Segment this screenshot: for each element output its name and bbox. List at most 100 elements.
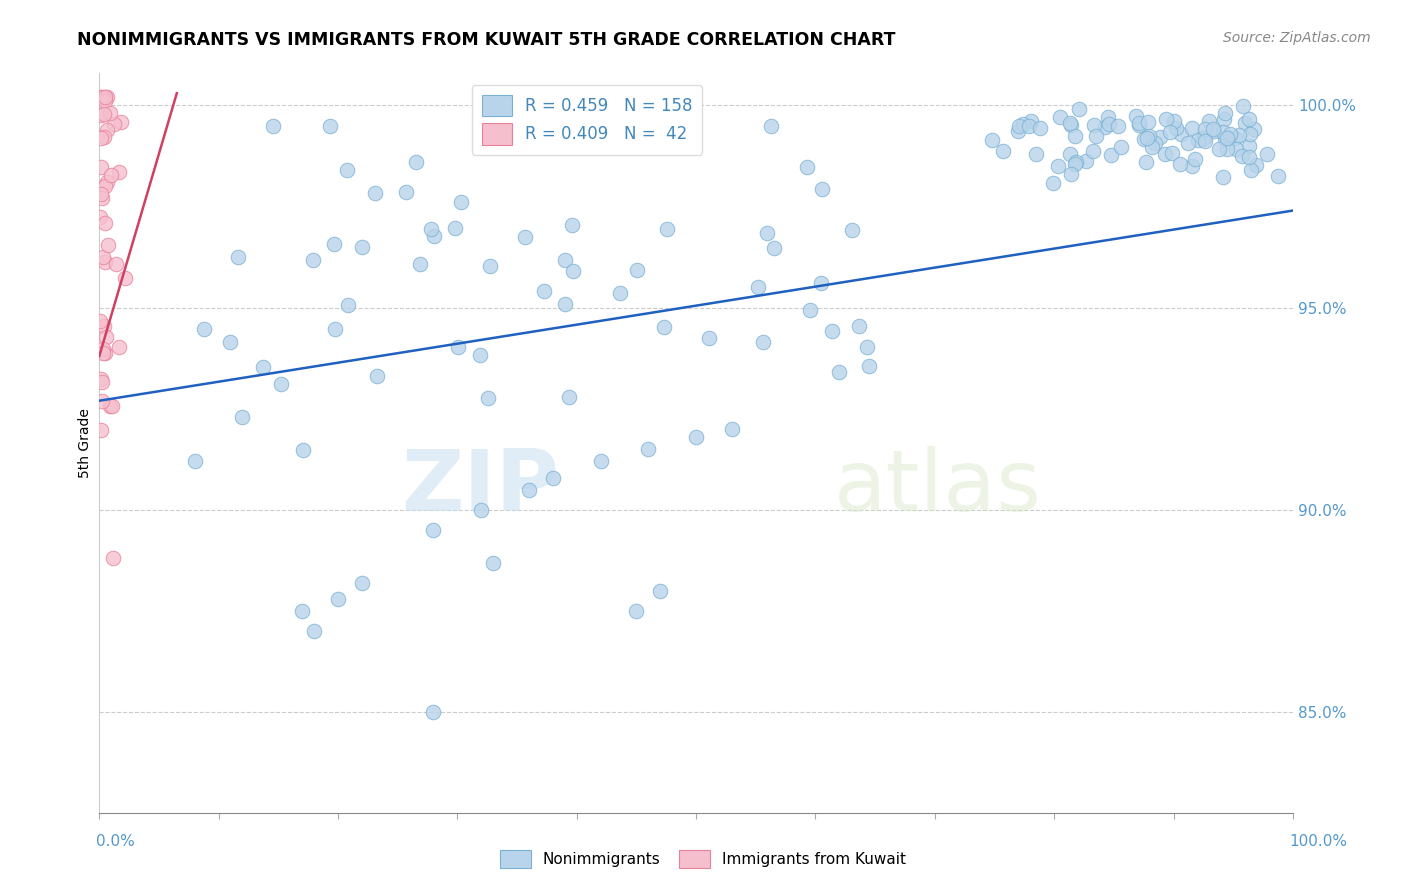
Point	[94, 95, 117, 109]
Point	[1166, 121, 1188, 136]
Point	[1202, 124, 1225, 138]
Point	[1154, 112, 1177, 127]
Text: Source: ZipAtlas.com: Source: ZipAtlas.com	[1223, 31, 1371, 45]
Point	[858, 359, 880, 373]
Point	[90, 160, 112, 174]
Point	[94, 90, 117, 104]
Point	[1076, 154, 1098, 169]
Point	[90, 131, 112, 145]
Point	[1232, 99, 1254, 113]
Point	[828, 365, 851, 379]
Point	[94, 330, 117, 344]
Point	[626, 263, 648, 277]
Point	[1060, 118, 1083, 132]
Point	[761, 119, 783, 133]
Point	[721, 422, 744, 436]
Point	[98, 399, 121, 413]
Point	[1149, 129, 1171, 144]
Point	[108, 340, 131, 354]
Point	[1227, 128, 1250, 142]
Point	[1243, 122, 1265, 136]
Point	[252, 359, 274, 374]
Point	[89, 210, 111, 224]
Point	[90, 423, 112, 437]
Point	[841, 223, 863, 237]
Point	[515, 230, 537, 244]
Point	[562, 263, 585, 277]
Point	[848, 319, 870, 334]
Point	[1184, 152, 1206, 166]
Point	[97, 238, 120, 252]
Point	[1170, 128, 1192, 142]
Point	[96, 90, 118, 104]
Text: ZIP: ZIP	[401, 446, 558, 529]
Point	[323, 322, 346, 336]
Point	[1008, 119, 1031, 133]
Point	[419, 221, 441, 235]
Point	[93, 107, 115, 121]
Point	[1215, 142, 1237, 156]
Point	[652, 319, 675, 334]
Point	[1194, 134, 1216, 148]
Point	[291, 443, 314, 458]
Point	[561, 218, 583, 232]
Point	[1213, 105, 1236, 120]
Point	[1081, 144, 1104, 158]
Point	[91, 394, 114, 409]
Point	[1012, 117, 1035, 131]
Point	[1267, 169, 1289, 184]
Point	[1019, 114, 1042, 128]
Point	[1059, 147, 1081, 161]
Point	[352, 240, 374, 254]
Point	[1098, 117, 1121, 131]
Point	[90, 108, 112, 122]
Point	[444, 220, 467, 235]
Point	[1143, 136, 1166, 151]
Point	[103, 117, 125, 131]
Point	[1066, 155, 1088, 169]
Point	[477, 392, 499, 406]
Point	[558, 390, 581, 404]
Point	[93, 319, 115, 334]
Point	[554, 296, 576, 310]
Point	[89, 314, 111, 328]
Point	[366, 369, 388, 384]
Point	[336, 163, 359, 178]
Point	[1142, 140, 1164, 154]
Point	[226, 251, 249, 265]
Point	[1059, 116, 1081, 130]
Point	[101, 400, 124, 414]
Point	[1198, 114, 1220, 128]
Point	[302, 624, 325, 639]
Point	[470, 503, 492, 517]
Point	[1047, 159, 1070, 173]
Point	[91, 192, 114, 206]
Point	[1042, 176, 1064, 190]
Point	[1194, 129, 1216, 144]
Point	[94, 216, 117, 230]
Point	[90, 90, 112, 104]
Point	[91, 375, 114, 389]
Point	[350, 575, 373, 590]
Point	[1029, 121, 1052, 136]
Point	[1219, 127, 1241, 141]
Point	[110, 115, 132, 129]
Point	[1085, 129, 1108, 144]
Point	[96, 175, 118, 189]
Point	[811, 182, 834, 196]
Point	[323, 236, 346, 251]
Point	[98, 106, 121, 120]
Point	[447, 340, 470, 354]
Point	[1168, 157, 1191, 171]
Point	[554, 252, 576, 267]
Point	[219, 334, 242, 349]
Point	[450, 195, 472, 210]
Point	[101, 551, 124, 566]
Point	[1216, 131, 1239, 145]
Point	[1230, 149, 1253, 163]
Point	[183, 454, 205, 468]
Point	[94, 90, 117, 104]
Point	[533, 284, 555, 298]
Text: 0.0%: 0.0%	[96, 834, 135, 849]
Point	[856, 339, 879, 353]
